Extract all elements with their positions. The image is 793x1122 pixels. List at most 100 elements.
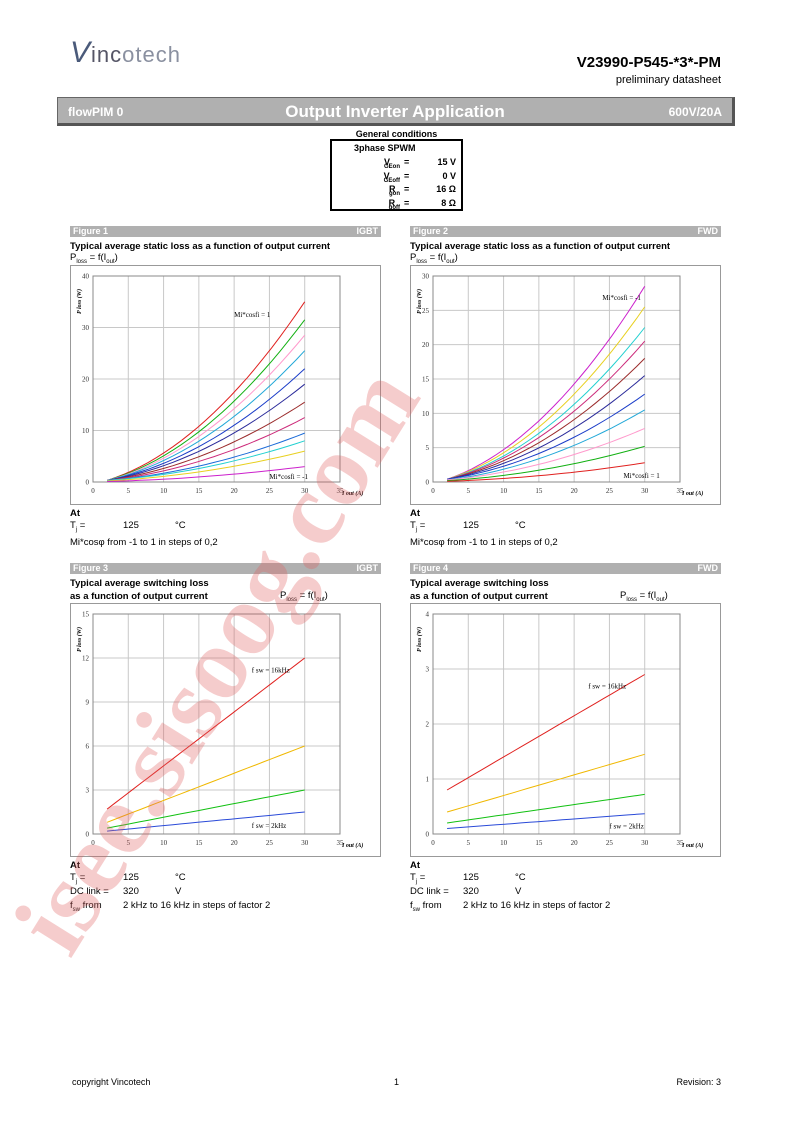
series-line — [106, 745, 305, 823]
loss-chart: 0 5 10 15 20 25 30 35 0 10 20 30 40 P loss (W) I out (… — [76, 273, 363, 498]
condition-value: 125 — [463, 520, 479, 531]
section-title: Output Inverter Application — [285, 102, 505, 121]
series-line — [447, 445, 645, 482]
figure-title-line2: as a function of output current — [410, 591, 548, 602]
x-tick-label: 15 — [195, 487, 203, 495]
plot-area — [92, 275, 341, 483]
condition-unit: °C — [175, 520, 186, 531]
x-tick-label: 0 — [91, 487, 95, 495]
chart-annotation: f sw = 2kHz — [252, 822, 286, 830]
x-tick-label: 20 — [571, 487, 579, 495]
x-tick-label: 10 — [160, 487, 168, 495]
series-line — [107, 450, 305, 482]
device-type: FWD — [697, 226, 719, 236]
y-tick-label: 15 — [82, 611, 90, 619]
series-line — [446, 306, 646, 480]
condition-name: Tj = — [410, 520, 426, 533]
document-title: V23990-P545-*3*-PM — [576, 54, 721, 71]
series-line — [446, 358, 646, 480]
title-banner: flowPIM 0 Output Inverter Application 60… — [57, 97, 735, 126]
x-tick-label: 15 — [535, 839, 543, 847]
y-tick-label: 4 — [426, 611, 430, 619]
chart-annotation: f sw = 16kHz — [252, 667, 290, 675]
condition-name: Tj = — [70, 872, 86, 885]
y-axis-label: P loss (W) — [76, 627, 83, 652]
conditions-label: At — [410, 860, 421, 871]
series-line — [106, 301, 306, 481]
conditions-block: At Tj = 125 °C Mi*cosφ from -1 to 1 in steps… — [410, 508, 721, 553]
series-line — [446, 286, 646, 480]
x-tick-label: 0 — [91, 839, 95, 847]
condition-unit: °C — [515, 520, 526, 531]
vincotech-logo: Vincotech — [70, 36, 181, 69]
series-line — [446, 375, 646, 480]
series-line — [447, 393, 645, 480]
x-tick-label: 30 — [301, 487, 309, 495]
chart-annotation: Mi*cosfi = -1 — [602, 294, 641, 302]
chart-grid — [432, 613, 681, 835]
condition-eq: = — [404, 197, 410, 208]
condition-name: fsw from — [70, 900, 102, 913]
x-tick-label: 5 — [467, 839, 471, 847]
condition-value: 0 V — [442, 170, 456, 181]
series-line — [446, 753, 645, 813]
y-tick-label: 6 — [86, 743, 90, 751]
chart-annotation: f sw = 16kHz — [588, 682, 626, 690]
x-tick-label: 0 — [431, 839, 435, 847]
series-line — [446, 674, 645, 791]
y-tick-label: 40 — [82, 273, 90, 281]
y-tick-label: 0 — [86, 479, 90, 487]
conditions-label: At — [70, 508, 81, 519]
x-tick-label: 25 — [606, 487, 614, 495]
conditions-label: At — [70, 860, 81, 871]
condition-value: 16 Ω — [436, 184, 456, 194]
figure-header: Figure 3 IGBT — [70, 563, 381, 574]
chart-annotation: Mi*cosfi = -1 — [269, 473, 308, 481]
series-line — [447, 813, 645, 829]
series-line — [106, 657, 306, 810]
x-tick-label: 25 — [266, 487, 274, 495]
condition-name: Tj = — [410, 872, 426, 885]
condition-eq: = — [404, 184, 410, 194]
condition-value: 8 Ω — [441, 197, 456, 208]
chart-annotation: Mi*cosfi = 1 — [234, 311, 271, 319]
condition-unit: °C — [515, 872, 526, 883]
condition-value: 320 — [123, 886, 139, 897]
chart-frame: 0 5 10 15 20 25 30 35 0 1 2 3 4 P loss (W) I out (A) f … — [410, 603, 721, 857]
conditions-label: At — [410, 508, 421, 519]
condition-eq: = — [404, 157, 410, 167]
x-tick-label: 10 — [160, 839, 168, 847]
y-tick-label: 10 — [82, 427, 90, 435]
series-line — [107, 417, 305, 481]
condition-param: V GEoff — [383, 170, 400, 184]
y-tick-label: 15 — [422, 376, 430, 384]
footer-page-number: 1 — [394, 1077, 400, 1087]
x-tick-label: 15 — [535, 487, 543, 495]
x-tick-label: 25 — [266, 839, 274, 847]
figure-header: Figure 1 IGBT — [70, 226, 381, 237]
figure-title: Typical average switching loss — [410, 578, 549, 589]
y-tick-label: 30 — [82, 324, 90, 332]
document-subtitle: preliminary datasheet — [615, 74, 721, 86]
y-tick-label: 1 — [426, 776, 430, 784]
y-axis-label: P loss (W) — [76, 289, 83, 314]
x-tick-label: 10 — [500, 839, 508, 847]
x-axis-label: I out (A) — [341, 490, 363, 497]
figure-header: Figure 2 FWD — [410, 226, 721, 237]
condition-name: DC link = — [70, 886, 109, 897]
y-tick-label: 5 — [426, 444, 430, 452]
x-tick-label: 0 — [431, 487, 435, 495]
loss-chart: 0 5 10 15 20 25 30 35 0 5 10 15 20 25 30 P loss (W) I ou… — [416, 273, 703, 498]
chart-frame: 0 5 10 15 20 25 30 35 0 10 20 30 40 P loss (W) I out (… — [70, 265, 381, 505]
condition-row: V GEon = 15 V — [354, 157, 461, 171]
x-tick-label: 5 — [127, 487, 131, 495]
condition-value: 2 kHz to 16 kHz in steps of factor 2 — [463, 900, 611, 911]
y-tick-label: 3 — [86, 787, 90, 795]
y-tick-label: 12 — [82, 655, 90, 663]
y-tick-label: 10 — [422, 410, 430, 418]
chart-frame: 0 5 10 15 20 25 30 35 0 5 10 15 20 25 30 P loss (W) I ou… — [410, 265, 721, 505]
